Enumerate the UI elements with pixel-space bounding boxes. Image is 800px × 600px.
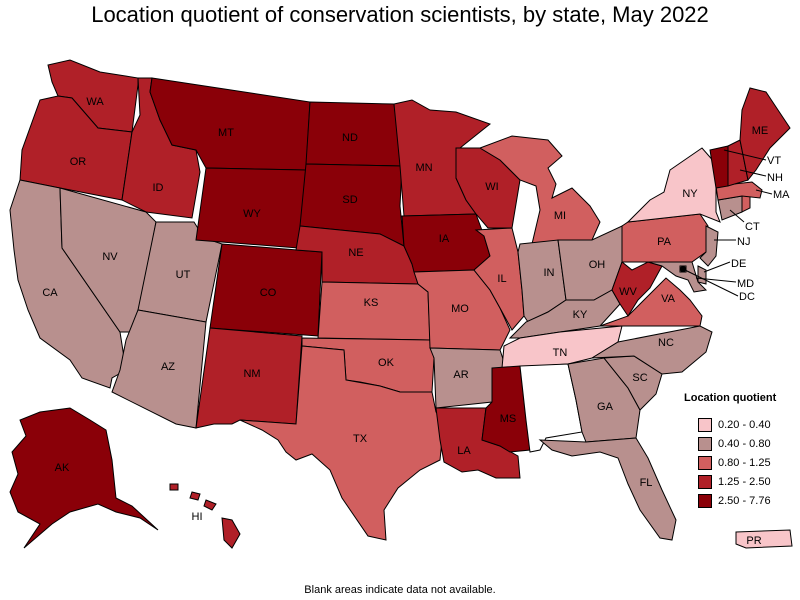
state-NY[interactable] — [626, 147, 721, 223]
label-PR: PR — [746, 535, 761, 547]
legend-label: 2.50 - 7.76 — [718, 494, 771, 507]
label-NM: NM — [243, 368, 260, 380]
legend-label: 0.20 - 0.40 — [718, 418, 771, 431]
legend-swatch — [698, 455, 712, 470]
label-ID: ID — [153, 182, 164, 194]
legend-item: 0.80 - 1.25 — [684, 453, 794, 472]
legend-item: 1.25 - 2.50 — [684, 472, 794, 491]
leader-NH — [739, 169, 767, 177]
label-ND: ND — [342, 132, 358, 144]
state-TX[interactable] — [239, 345, 445, 541]
label-NC: NC — [658, 337, 674, 349]
label-AR: AR — [453, 369, 468, 381]
map-title: Location quotient of conservation scient… — [91, 2, 709, 27]
label-MN: MN — [415, 162, 432, 174]
state-VA[interactable] — [599, 277, 703, 327]
state-RI[interactable] — [741, 195, 751, 213]
state-HI[interactable] — [169, 483, 241, 549]
legend-item: 0.20 - 0.40 — [684, 415, 794, 434]
label-WA: WA — [86, 96, 104, 108]
legend-swatch — [698, 493, 712, 508]
label-MT: MT — [218, 127, 234, 139]
label-LA: LA — [457, 445, 471, 457]
state-WV[interactable] — [611, 261, 663, 317]
legend-title: Location quotient — [684, 392, 777, 404]
label-ME: ME — [752, 125, 769, 137]
label-AK: AK — [55, 462, 70, 474]
state-MD[interactable] — [647, 261, 708, 293]
label-OH: OH — [589, 259, 606, 271]
label-CO: CO — [260, 287, 277, 299]
label-TX: TX — [353, 433, 368, 445]
label-MD: MD — [737, 278, 754, 290]
legend-label: 1.25 - 2.50 — [718, 475, 771, 488]
label-AZ: AZ — [161, 361, 175, 373]
label-CA: CA — [42, 287, 58, 299]
label-KS: KS — [364, 297, 379, 309]
state-NJ[interactable] — [699, 225, 719, 267]
label-IA: IA — [439, 233, 450, 245]
state-MI[interactable] — [478, 135, 601, 245]
leader-CT — [729, 209, 745, 223]
label-KY: KY — [573, 309, 588, 321]
footnote: Blank areas indicate data not available. — [304, 584, 496, 596]
map-legend: Location quotient 0.20 - 0.40 0.40 - 0.8… — [684, 392, 794, 510]
label-GA: GA — [597, 401, 614, 413]
label-NE: NE — [348, 247, 363, 259]
leader-DE — [703, 261, 731, 273]
label-NJ: NJ — [737, 236, 750, 248]
legend-item: 0.40 - 0.80 — [684, 434, 794, 453]
state-AK[interactable] — [9, 407, 159, 549]
state-NC[interactable] — [591, 325, 713, 375]
label-HI: HI — [192, 511, 203, 523]
label-VT: VT — [767, 155, 781, 167]
label-NV: NV — [102, 251, 118, 263]
label-FL: FL — [640, 477, 653, 489]
legend-swatch — [698, 436, 712, 451]
state-AZ[interactable] — [111, 309, 207, 429]
label-SD: SD — [342, 194, 357, 206]
state-PR[interactable] — [735, 529, 793, 549]
label-OK: OK — [378, 357, 395, 369]
label-IN: IN — [544, 267, 555, 279]
label-VA: VA — [661, 293, 676, 305]
legend-swatch — [698, 417, 712, 432]
leader-DC — [682, 268, 739, 297]
label-MS: MS — [500, 413, 517, 425]
leader-MA — [755, 189, 773, 195]
label-NH: NH — [767, 172, 783, 184]
state-FL[interactable] — [538, 437, 677, 541]
label-CT: CT — [745, 221, 760, 233]
legend-item: 2.50 - 7.76 — [684, 491, 794, 510]
label-TN: TN — [553, 347, 568, 359]
label-DE: DE — [731, 258, 746, 270]
label-NY: NY — [682, 188, 698, 200]
leader-VT — [723, 149, 767, 161]
label-WI: WI — [485, 181, 498, 193]
state-KS[interactable] — [317, 281, 431, 341]
state-IL[interactable] — [473, 227, 525, 331]
legend-label: 0.80 - 1.25 — [718, 456, 771, 469]
label-PA: PA — [657, 236, 672, 248]
label-DC: DC — [739, 291, 755, 303]
label-WV: WV — [619, 286, 637, 298]
legend-label: 0.40 - 0.80 — [718, 437, 771, 450]
state-DE[interactable] — [697, 265, 707, 285]
label-WY: WY — [243, 208, 261, 220]
label-MO: MO — [451, 303, 469, 315]
state-NM[interactable] — [195, 327, 303, 429]
label-UT: UT — [176, 269, 191, 281]
legend-swatch — [698, 474, 712, 489]
label-SC: SC — [632, 372, 647, 384]
label-MA: MA — [773, 189, 790, 201]
label-MI: MI — [554, 210, 566, 222]
label-IL: IL — [497, 273, 506, 285]
label-OR: OR — [70, 156, 87, 168]
